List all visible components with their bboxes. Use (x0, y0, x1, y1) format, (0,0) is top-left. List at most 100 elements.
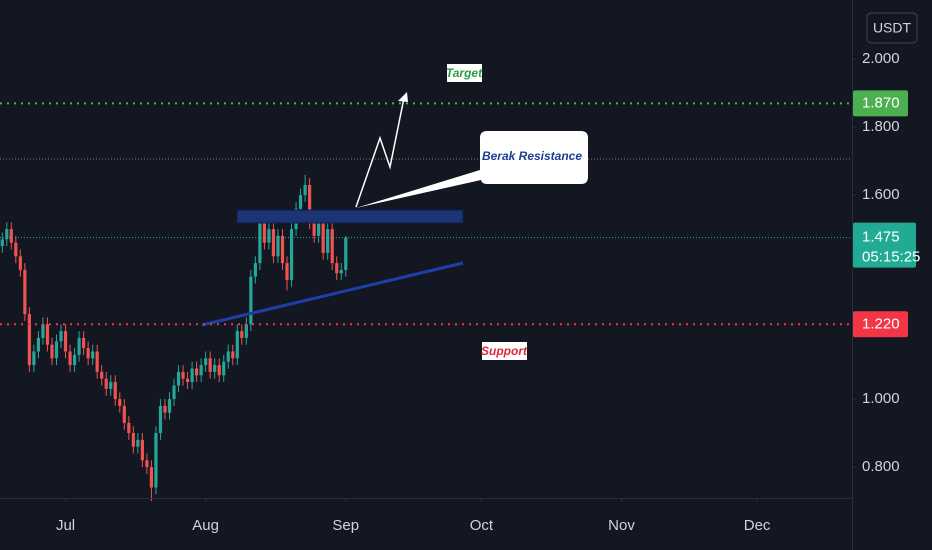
candle-body (59, 331, 63, 342)
candle-body (72, 354, 77, 366)
candle-body (149, 467, 154, 488)
candle-body (122, 405, 126, 423)
candle-body (18, 256, 22, 270)
trend-line (201, 261, 464, 327)
candle-body (63, 331, 68, 352)
candle-body (258, 222, 262, 264)
candle-body (253, 263, 257, 277)
candle-body (145, 460, 149, 468)
projection-arrow (355, 97, 405, 208)
candle-body (163, 405, 167, 413)
last-price-label: 1.475 (862, 229, 900, 246)
callout-box (356, 131, 588, 208)
candle-body (118, 399, 122, 406)
candle-body (23, 269, 27, 315)
candle-body (14, 242, 18, 257)
last-price-tag (853, 222, 916, 268)
candle-body (45, 324, 50, 345)
x-tick-label: Jul (56, 517, 75, 534)
candle-body (176, 371, 181, 386)
candle-body (231, 351, 235, 359)
candle-body (289, 229, 294, 281)
candle-body (27, 314, 31, 366)
candle-body (330, 229, 334, 264)
candle-body (91, 351, 95, 359)
candle-body (298, 195, 303, 209)
x-tick-label: Aug (192, 517, 219, 534)
candle-body (32, 351, 36, 366)
currency-box (866, 12, 918, 44)
candle-body (127, 422, 131, 434)
target-label: Target (446, 66, 483, 80)
x-tick-label: Nov (608, 517, 635, 534)
candle-body (136, 439, 140, 447)
candle-body (140, 439, 144, 461)
candle-body (68, 351, 72, 366)
candle-body (95, 351, 99, 372)
resistance-label: Berak Resistance (482, 149, 582, 163)
currency-label: USDT (873, 20, 912, 36)
candle-body (100, 371, 104, 379)
candle-body (77, 337, 81, 355)
candle-body (335, 263, 339, 274)
candle-body (195, 368, 199, 376)
candle-body (181, 371, 185, 379)
support-box (482, 342, 527, 360)
candle-body (321, 222, 325, 253)
target-box (447, 64, 482, 82)
candle-body (41, 324, 45, 338)
candle-body (172, 385, 176, 400)
candle-body (276, 235, 280, 257)
candle-body (190, 368, 194, 383)
resistance-zone (236, 209, 464, 224)
y-tick-label: 1.000 (862, 390, 900, 407)
candle-body (104, 378, 108, 389)
candle-body (199, 365, 203, 376)
candle-body (113, 382, 117, 400)
candle-body (217, 365, 221, 376)
candle-body (326, 229, 330, 253)
candle-body (208, 358, 212, 372)
candle-body (204, 358, 208, 366)
countdown-label: 05:15:25 (862, 249, 920, 266)
level-tag-label: 1.220 (862, 315, 900, 332)
candle-body (267, 229, 271, 243)
candle-body (222, 361, 226, 376)
candle-body (5, 229, 9, 240)
candle-body (9, 229, 13, 243)
candle-body (213, 365, 217, 372)
candle-body (280, 235, 285, 264)
x-tick-label: Oct (470, 517, 494, 534)
x-tick-label: Sep (332, 517, 359, 534)
level-tag (853, 90, 908, 117)
candle-body (54, 341, 59, 359)
candle-body (262, 222, 267, 243)
candle-body (285, 263, 289, 281)
candle-body (312, 222, 316, 236)
candle-body (154, 433, 158, 488)
candle-body (36, 337, 41, 352)
y-tick-label: 2.000 (862, 50, 900, 67)
candle-body (185, 378, 190, 383)
y-tick-label: 1.800 (862, 118, 900, 135)
candle-body (109, 382, 113, 389)
candle-body (240, 331, 244, 338)
candle-body (226, 351, 230, 362)
candle-body (244, 324, 248, 338)
candle-body (131, 433, 135, 447)
candle-body (235, 331, 239, 359)
candle-body (82, 337, 86, 349)
level-tag (853, 311, 908, 338)
candle-body (317, 222, 321, 236)
y-tick-label: 1.600 (862, 186, 900, 203)
candle-body (249, 276, 253, 325)
x-tick-label: Dec (744, 517, 771, 534)
candle-body (167, 399, 172, 413)
candle-body (308, 184, 312, 223)
arrow-head (398, 92, 408, 102)
candle-body (339, 269, 343, 274)
candle-body (0, 239, 4, 247)
support-label: Support (481, 344, 528, 358)
